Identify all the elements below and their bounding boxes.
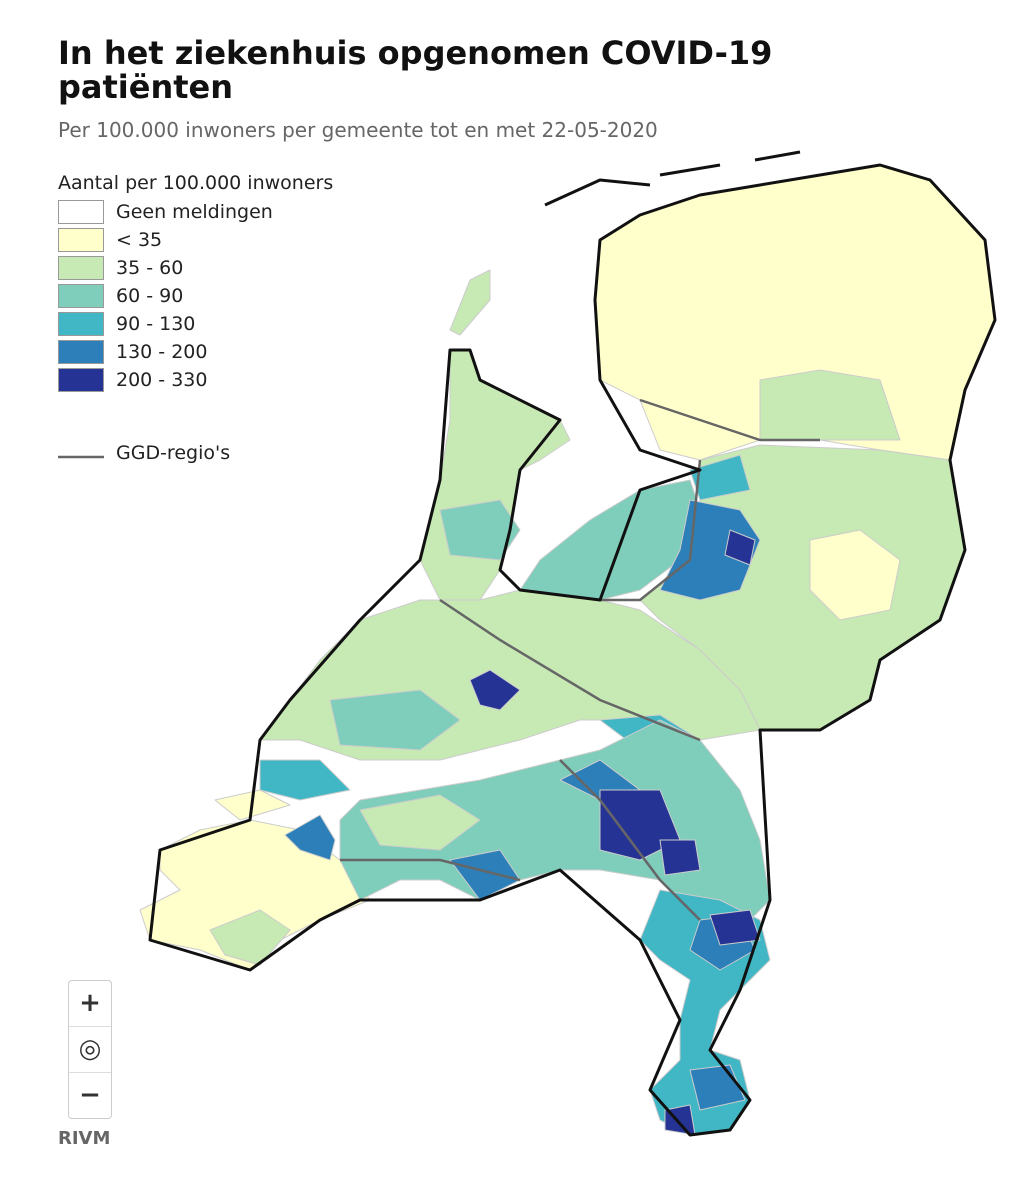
region [759, 369, 901, 441]
legend-swatch [58, 312, 104, 336]
legend-label: 90 - 130 [116, 313, 196, 335]
region [809, 529, 901, 621]
zoom-controls: + ◎ − [68, 980, 112, 1119]
region [359, 794, 481, 851]
legend-label: 35 - 60 [116, 257, 184, 279]
legend-swatch [58, 200, 104, 224]
legend-swatch [58, 256, 104, 280]
legend-item: 130 - 200 [58, 338, 333, 366]
ggd-borders [340, 398, 820, 921]
legend-item: 35 - 60 [58, 254, 333, 282]
legend: Aantal per 100.000 inwoners Geen melding… [58, 172, 334, 464]
legend-item: Geen meldingen [58, 198, 333, 226]
subtitle: Per 100.000 inwoners per gemeente tot en… [58, 118, 658, 142]
legend-item: < 35 [58, 226, 333, 254]
legend-label: 130 - 200 [116, 341, 208, 363]
region [659, 839, 701, 876]
region [519, 479, 701, 601]
region [259, 759, 351, 801]
region [469, 669, 521, 711]
legend-title: Aantal per 100.000 inwoners [58, 172, 334, 194]
zoom-out[interactable]: − [79, 1080, 101, 1110]
legend-swatch [58, 368, 104, 392]
legend-swatch [58, 340, 104, 364]
legend-swatch [58, 228, 104, 252]
legend-line-label: GGD-regio's [116, 442, 231, 464]
region [709, 909, 761, 946]
credit: RIVM [58, 1128, 111, 1149]
region [449, 269, 491, 336]
region [209, 909, 291, 966]
title: In het ziekenhuis opgenomen COVID-19 pat… [58, 34, 773, 106]
legend-item: 200 - 330 [58, 366, 333, 394]
legend-swatch [58, 284, 104, 308]
region [284, 814, 336, 861]
legend-label: 60 - 90 [116, 285, 184, 307]
region [439, 499, 521, 561]
legend-label: < 35 [116, 229, 163, 251]
zoom-in[interactable]: + [69, 981, 111, 1027]
region [664, 1104, 696, 1136]
locate[interactable]: ◎ [69, 1027, 111, 1073]
legend-item: 90 - 130 [58, 310, 333, 338]
legend-item: 60 - 90 [58, 282, 333, 310]
legend-label: 200 - 330 [116, 369, 208, 391]
region [724, 529, 756, 566]
region [659, 499, 761, 601]
legend-label: Geen meldingen [116, 201, 273, 223]
region [329, 689, 461, 751]
